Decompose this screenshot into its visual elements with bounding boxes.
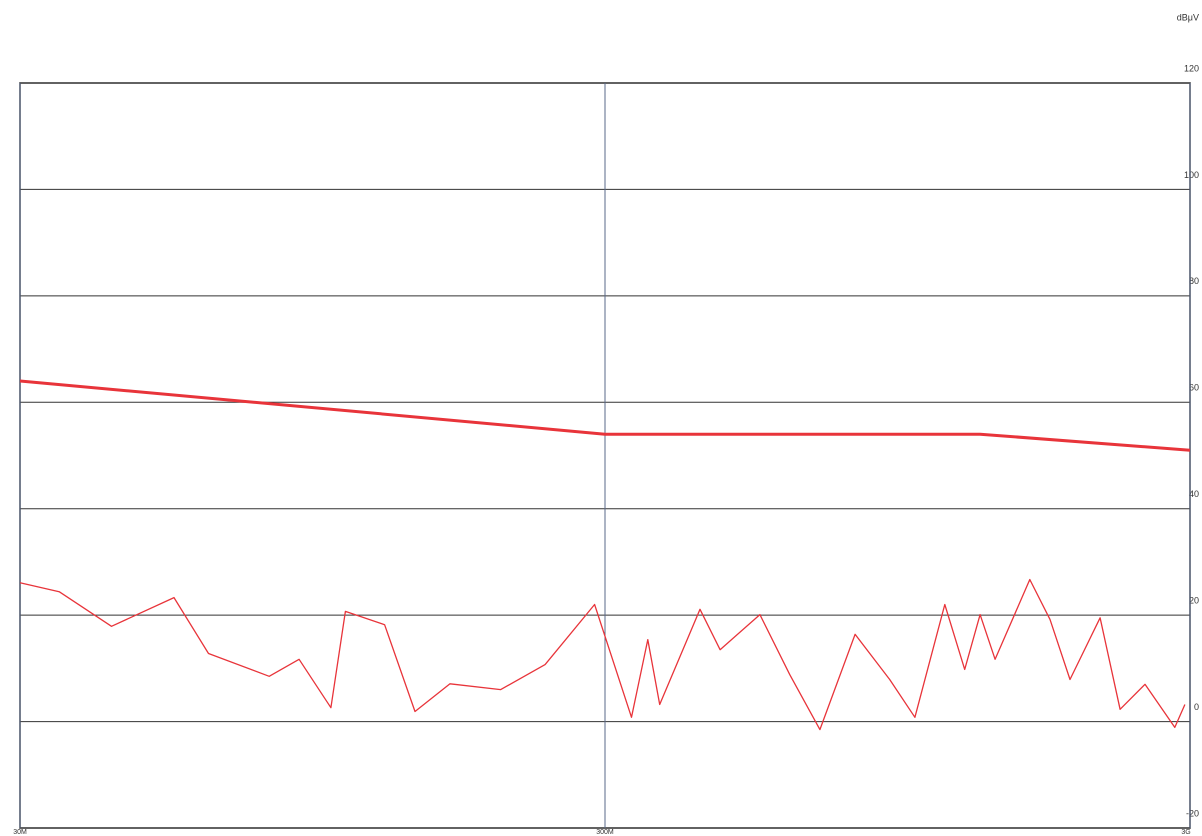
y-tick-label: 100 — [1184, 170, 1199, 180]
data-line — [19, 379, 1191, 452]
x-tick-label: 3G — [1181, 829, 1190, 836]
x-tick-label: 30M — [13, 829, 27, 836]
y-tick-label: 120 — [1184, 63, 1199, 73]
y-tick-label: -20 — [1186, 808, 1199, 818]
y-tick-label: 0 — [1194, 702, 1199, 712]
data-line — [19, 578, 1186, 731]
y-tick-label: 80 — [1189, 276, 1199, 286]
y-tick-label: 20 — [1189, 596, 1199, 606]
y-axis-label: dBμV — [1177, 12, 1199, 22]
x-tick-label: 300M — [596, 829, 614, 836]
y-tick-label: 40 — [1189, 489, 1199, 499]
y-tick-label: 60 — [1189, 383, 1199, 393]
